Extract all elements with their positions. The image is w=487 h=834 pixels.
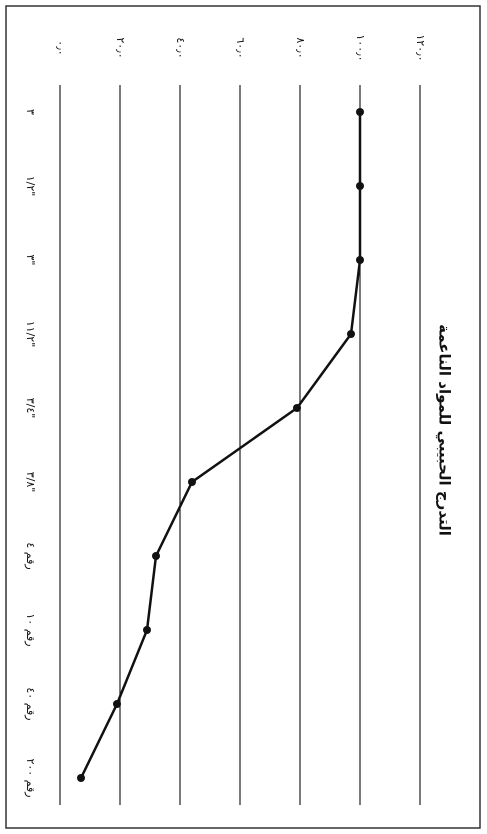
y-tick-label: ٨٠٫٠ (294, 37, 307, 58)
chart-title: التدرج الحبيبي للمواد الناعمة (436, 324, 454, 536)
y-tick-label: ٤٠٫٠ (174, 37, 187, 58)
y-tick-label: ٦٠٫٠ (234, 37, 247, 58)
data-point (347, 330, 355, 338)
y-tick-label: ١٠٠٫٠ (354, 34, 367, 61)
x-tick-label: رقم ٤ (24, 542, 37, 569)
data-point (77, 774, 85, 782)
data-line (79, 112, 362, 779)
x-tick-label: ٣/٨" (24, 472, 37, 493)
x-tick-label: رقم ٤٠ (24, 687, 37, 720)
x-tick-label: ٣/٤" (24, 398, 37, 419)
x-tick-label: ٣" (24, 255, 37, 266)
y-tick-label: ٠٫٠ (54, 40, 67, 55)
y-tick-label: ١٢٠٫٠ (414, 34, 427, 61)
data-point (143, 626, 151, 634)
x-tick-label: ٣ (24, 109, 37, 115)
data-point (356, 182, 364, 190)
y-tick-label: ٢٠٫٠ (114, 37, 127, 58)
frame (5, 5, 481, 829)
data-point (113, 700, 121, 708)
data-point (152, 552, 160, 560)
data-point (356, 256, 364, 264)
data-point (188, 478, 196, 486)
data-point (356, 108, 364, 116)
x-tick-label: ١/٢" (24, 176, 37, 197)
x-tick-label: رقم ٢٠٠ (24, 758, 37, 797)
data-point (293, 404, 301, 412)
x-tick-label: رقم ١٠ (24, 613, 37, 646)
x-tick-label: ١١/٢" (24, 321, 37, 348)
